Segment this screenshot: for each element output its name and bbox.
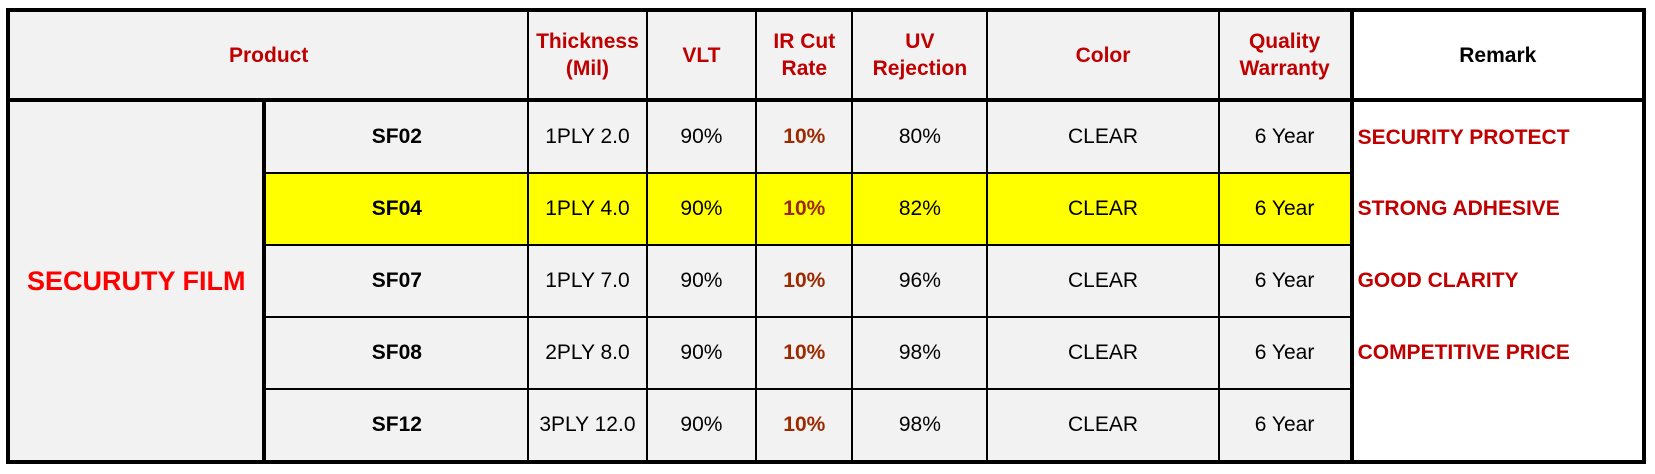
header-vlt: VLT — [645, 9, 758, 102]
thickness-cell: 3PLY 12.0 — [527, 388, 648, 463]
warranty-cell: 6 Year — [1217, 316, 1354, 390]
product-code: SF04 — [263, 172, 530, 246]
uv-cell: 98% — [851, 388, 989, 463]
header-row: Product Thickness (Mil) VLT IR Cut Rate … — [6, 9, 1646, 102]
product-code: SF08 — [263, 316, 530, 390]
vlt-cell: 90% — [645, 388, 758, 463]
header-thickness-line1: Thickness — [536, 30, 639, 53]
ir-cut-cell: 10% — [755, 244, 854, 318]
thickness-cell: 1PLY 2.0 — [527, 99, 648, 174]
color-cell: CLEAR — [986, 388, 1220, 463]
color-cell: CLEAR — [986, 172, 1220, 246]
color-cell: CLEAR — [986, 316, 1220, 390]
thickness-cell: 1PLY 7.0 — [527, 244, 648, 318]
table-row: SF07 1PLY 7.0 90% 10% 96% CLEAR 6 Year G… — [8, 244, 1646, 318]
table-row: SECURUTY FILM SF02 1PLY 2.0 90% 10% 80% … — [6, 99, 1646, 463]
table-row-highlighted: SF04 1PLY 4.0 90% 10% 82% CLEAR 6 Year S… — [8, 172, 1646, 246]
product-code: SF07 — [263, 244, 530, 318]
color-cell: CLEAR — [986, 244, 1220, 318]
uv-cell: 80% — [851, 99, 989, 174]
header-warranty-line2: Warranty — [1239, 57, 1330, 80]
header-ir-line2: Rate — [781, 57, 828, 80]
product-group-label: SECURUTY FILM — [6, 99, 267, 463]
thickness-cell: 1PLY 4.0 — [527, 172, 648, 246]
uv-cell: 98% — [851, 316, 989, 390]
header-thickness: Thickness (Mil) — [527, 9, 648, 102]
vlt-cell: 90% — [645, 99, 758, 174]
header-uv: UV Rejection — [851, 9, 989, 102]
security-film-spec-table: Product Thickness (Mil) VLT IR Cut Rate … — [6, 8, 1646, 464]
header-ir-cut: IR Cut Rate — [755, 9, 854, 102]
remark-cell: GOOD CLARITY — [1349, 245, 1646, 317]
header-ir-line1: IR Cut — [773, 30, 836, 53]
remark-cell: STRONG ADHESIVE — [1349, 173, 1646, 245]
uv-cell: 96% — [851, 244, 989, 318]
warranty-cell: 6 Year — [1217, 99, 1354, 174]
header-warranty-line1: Quality — [1248, 30, 1321, 53]
product-code: SF02 — [263, 99, 530, 174]
remark-cell: SECURITY PROTECT — [1349, 100, 1646, 173]
thickness-cell: 2PLY 8.0 — [527, 316, 648, 390]
vlt-cell: 90% — [645, 172, 758, 246]
warranty-cell: 6 Year — [1217, 244, 1354, 318]
uv-cell: 82% — [851, 172, 989, 246]
vlt-cell: 90% — [645, 244, 758, 318]
header-thickness-line2: (Mil) — [565, 57, 609, 80]
spec-table-wrapper: Product Thickness (Mil) VLT IR Cut Rate … — [6, 8, 1646, 464]
header-warranty: Quality Warranty — [1217, 9, 1354, 102]
color-cell: CLEAR — [986, 99, 1220, 174]
ir-cut-cell: 10% — [755, 316, 854, 390]
remark-cell — [1349, 389, 1646, 463]
header-remark: Remark — [1349, 9, 1646, 102]
header-uv-line1: UV — [905, 30, 935, 53]
product-code: SF12 — [263, 388, 530, 463]
ir-cut-cell: 10% — [755, 172, 854, 246]
table-row: SF08 2PLY 8.0 90% 10% 98% CLEAR 6 Year C… — [8, 316, 1646, 390]
remark-cell: COMPETITIVE PRICE — [1349, 317, 1646, 389]
table-row: SF12 3PLY 12.0 90% 10% 98% CLEAR 6 Year — [8, 388, 1646, 463]
warranty-cell: 6 Year — [1217, 388, 1354, 463]
warranty-cell: 6 Year — [1217, 172, 1354, 246]
header-color: Color — [986, 9, 1220, 102]
header-product: Product — [6, 9, 530, 102]
header-uv-line2: Rejection — [872, 57, 968, 80]
vlt-cell: 90% — [645, 316, 758, 390]
ir-cut-cell: 10% — [755, 99, 854, 174]
ir-cut-cell: 10% — [755, 388, 854, 463]
